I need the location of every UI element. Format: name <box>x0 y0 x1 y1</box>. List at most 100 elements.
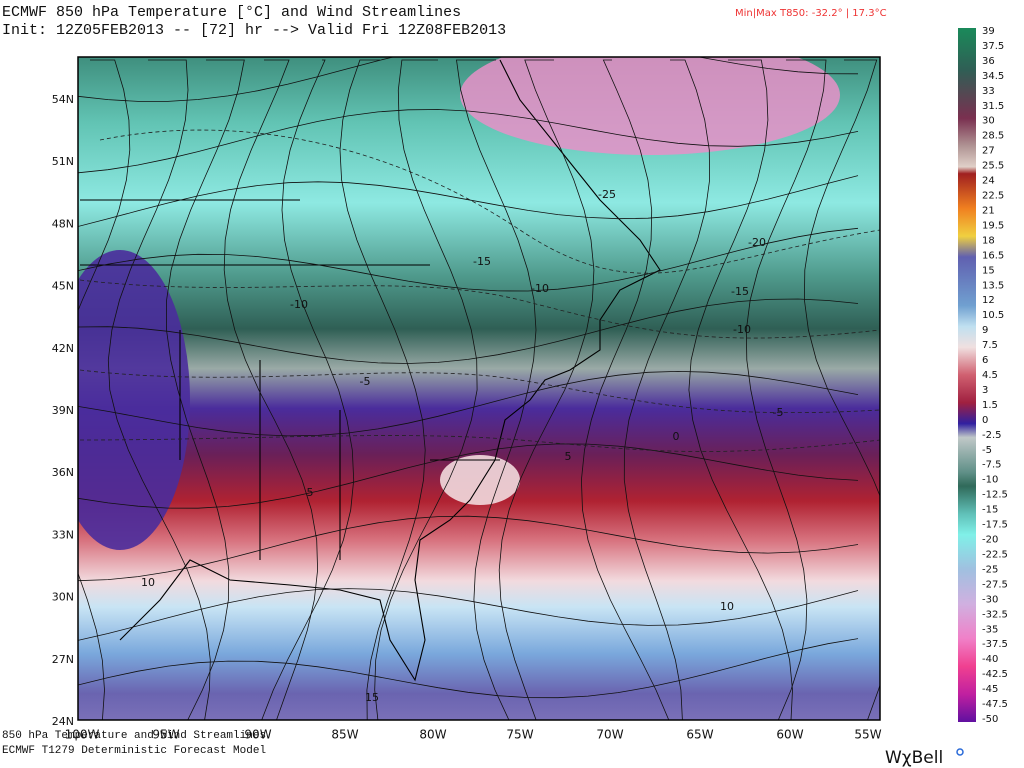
streamline <box>580 59 670 720</box>
streamlines <box>78 57 880 720</box>
lat-label: 54N <box>52 93 74 106</box>
colorbar-label: -25 <box>982 564 998 575</box>
colorbar-label: 3 <box>982 385 988 396</box>
colorbar-label: 7.5 <box>982 340 998 351</box>
streamline <box>78 298 859 364</box>
streamline <box>223 59 319 720</box>
streamline <box>261 59 355 720</box>
colorbar-labels: 3937.53634.53331.53028.52725.52422.52119… <box>982 26 1008 725</box>
colorbar-label: -22.5 <box>982 549 1008 560</box>
colorbar-label: 18 <box>982 235 995 246</box>
colorbar-label: -47.5 <box>982 699 1008 710</box>
colorbar-label: -40 <box>982 654 998 665</box>
lon-axis: 100W 95W 90W 85W 80W 75W 70W 65W 60W 55W <box>65 728 882 742</box>
colorbar-label: -2.5 <box>982 430 1002 441</box>
colorbar-label: 9 <box>982 325 988 336</box>
lat-label: 30N <box>52 591 74 604</box>
lat-label: 51N <box>52 155 74 168</box>
streamline <box>803 59 880 720</box>
colorbar-label: 0 <box>982 415 988 426</box>
contour-label: 10 <box>141 576 155 589</box>
contour-label: -10 <box>733 323 751 336</box>
streamline <box>339 59 426 720</box>
streamline <box>78 175 859 227</box>
colorbar-label: -15 <box>982 505 998 516</box>
lon-label: 85W <box>331 728 358 742</box>
contour-label: -15 <box>731 285 749 298</box>
colorbar-label: 10.5 <box>982 310 1004 321</box>
borders <box>80 199 500 560</box>
coastline <box>119 59 661 682</box>
colorbar-label: -50 <box>982 714 998 725</box>
streamline <box>78 370 859 437</box>
colorbar-label: 33 <box>982 86 995 97</box>
contour-label: -10 <box>531 282 549 295</box>
colorbar-label: -32.5 <box>982 609 1008 620</box>
colorbar-label: -45 <box>982 684 998 695</box>
colorbar-label: 4.5 <box>982 370 998 381</box>
colorbar-label: 34.5 <box>982 71 1004 82</box>
init-line: Init: 12Z05FEB2013 -- [72] hr --> Valid … <box>2 22 506 39</box>
colorbar-label: -5 <box>982 445 992 456</box>
colorbar-label: 15 <box>982 265 995 276</box>
streamline <box>498 59 595 720</box>
lon-label: 80W <box>419 728 446 742</box>
streamline <box>78 109 859 174</box>
colorbar-label: -27.5 <box>982 579 1008 590</box>
contour-label: 10 <box>720 600 734 613</box>
colorbar-label: -12.5 <box>982 490 1008 501</box>
colorbar-label: -7.5 <box>982 460 1002 471</box>
lat-label: 36N <box>52 466 74 479</box>
contour-label: -15 <box>473 255 491 268</box>
streamline <box>166 59 245 720</box>
colorbar-label: 25.5 <box>982 161 1004 172</box>
colorbar-label: 37.5 <box>982 41 1004 52</box>
colorbar-label: -20 <box>982 535 998 546</box>
title: ECMWF 850 hPa Temperature [°C] and Wind … <box>2 4 461 21</box>
contour-label: -5 <box>773 406 784 419</box>
map-frame <box>77 56 881 721</box>
colorbar-label: 39 <box>982 26 995 37</box>
streamline <box>78 59 131 720</box>
contour <box>99 129 880 274</box>
contour <box>79 369 880 414</box>
colorbar-label: 31.5 <box>982 101 1004 112</box>
streamline <box>78 638 859 699</box>
lon-label: 90W <box>244 728 271 742</box>
streamline <box>623 59 711 720</box>
streamline <box>456 59 537 720</box>
lon-label: 60W <box>776 728 803 742</box>
colorbar <box>958 28 976 722</box>
lat-label: 33N <box>52 528 74 541</box>
colorbar-label: 27 <box>982 146 995 157</box>
colorbar-label: 16.5 <box>982 250 1004 261</box>
contour-label: -20 <box>748 236 766 249</box>
lat-label: 42N <box>52 342 74 355</box>
streamline <box>78 227 859 292</box>
contour-label: -5 <box>360 375 371 388</box>
colorbar-label: 21 <box>982 205 995 216</box>
streamline <box>374 59 478 720</box>
colorbar-label: 28.5 <box>982 131 1004 142</box>
colorbar-label: 36 <box>982 56 995 67</box>
colorbar-label: -42.5 <box>982 669 1008 680</box>
contour-label: 0 <box>673 430 680 443</box>
map: -25 -20 -15 -15 -10 -10 -10 -5 -5 0 5 5 10 10 15 <box>78 57 880 720</box>
colorbar-label: 13.5 <box>982 280 1004 291</box>
lon-label: 100W <box>65 728 100 742</box>
contour-label: 15 <box>365 691 379 704</box>
contour-label: -10 <box>290 298 308 311</box>
colorbar-label: -17.5 <box>982 520 1008 531</box>
colorbar-label: 24 <box>982 176 995 187</box>
lat-axis: 54N 51N 48N 45N 42N 39N 36N 33N 30N 27N 24N <box>52 93 74 728</box>
contour-labels: -25 -20 -15 -15 -10 -10 -10 -5 -5 0 5 5 10 10 15 <box>141 188 783 704</box>
colorbar-label: 30 <box>982 116 995 127</box>
streamline <box>78 443 859 509</box>
lat-label: 24N <box>52 715 74 728</box>
colorbar-label: -30 <box>982 594 998 605</box>
streamline <box>107 59 211 720</box>
colorbar-label: 19.5 <box>982 220 1004 231</box>
warm-west <box>78 250 190 550</box>
temperature-field <box>78 57 880 720</box>
